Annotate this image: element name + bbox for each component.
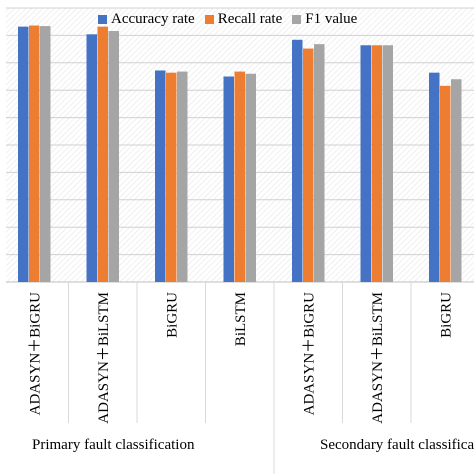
legend-label-f1: F1 value (305, 11, 358, 27)
bar-f1-value (314, 44, 325, 282)
bar-recall-rate (234, 71, 245, 283)
group-labels: Primary fault classification Secondary fa… (32, 437, 474, 453)
x-tick-label: ADASYN＋BiGRU (301, 292, 317, 416)
legend-swatch-recall (204, 15, 214, 24)
bar-recall-rate (166, 72, 177, 282)
group-label: Primary fault classification (32, 437, 195, 453)
x-tick-label: BiLSTM (233, 292, 249, 346)
bar-f1-value (382, 45, 393, 282)
bar-accuracy-rate (18, 26, 29, 282)
legend-item-f1: F1 value (292, 11, 357, 28)
bar-f1-value (177, 71, 188, 283)
x-tick-label: ADASYN＋BiLSTM (370, 292, 386, 424)
x-tick-label: ADASYN＋BiGRU (27, 292, 43, 416)
legend-label-recall: Recall rate (217, 11, 283, 27)
bar-f1-value (451, 79, 462, 283)
legend-item-accuracy: Accuracy rate (98, 11, 195, 28)
bar-accuracy-rate (292, 39, 303, 283)
bar-recall-rate (440, 85, 451, 282)
bar-recall-rate (29, 25, 40, 282)
x-tick-label: ADASYN＋BiLSTM (96, 292, 112, 424)
group-label: Secondary fault classificati (320, 437, 474, 453)
bar-f1-value (245, 73, 256, 282)
bar-accuracy-rate (155, 70, 166, 282)
legend-item-recall: Recall rate (204, 11, 283, 28)
bar-f1-value (108, 31, 119, 282)
legend: Accuracy rate Recall rate F1 value (98, 11, 357, 28)
bar-recall-rate (97, 26, 108, 282)
x-tick-label: BiGRU (438, 292, 454, 338)
bar-f1-value (40, 26, 51, 282)
bar-accuracy-rate (360, 45, 371, 282)
tick-labels: ADASYN＋BiGRU ADASYN＋BiLSTM BiGRU BiLSTM ADAS… (27, 292, 454, 424)
bar-accuracy-rate (429, 72, 440, 282)
category-separators (68, 282, 412, 474)
bar-recall-rate (303, 48, 314, 282)
legend-swatch-f1 (292, 15, 302, 24)
bar-accuracy-rate (223, 76, 234, 282)
bars (18, 25, 462, 283)
bar-recall-rate (371, 45, 382, 282)
legend-swatch-accuracy (98, 15, 107, 24)
x-tick-label: BiGRU (164, 292, 180, 338)
bar-accuracy-rate (86, 34, 97, 282)
legend-label-accuracy: Accuracy rate (111, 11, 195, 27)
